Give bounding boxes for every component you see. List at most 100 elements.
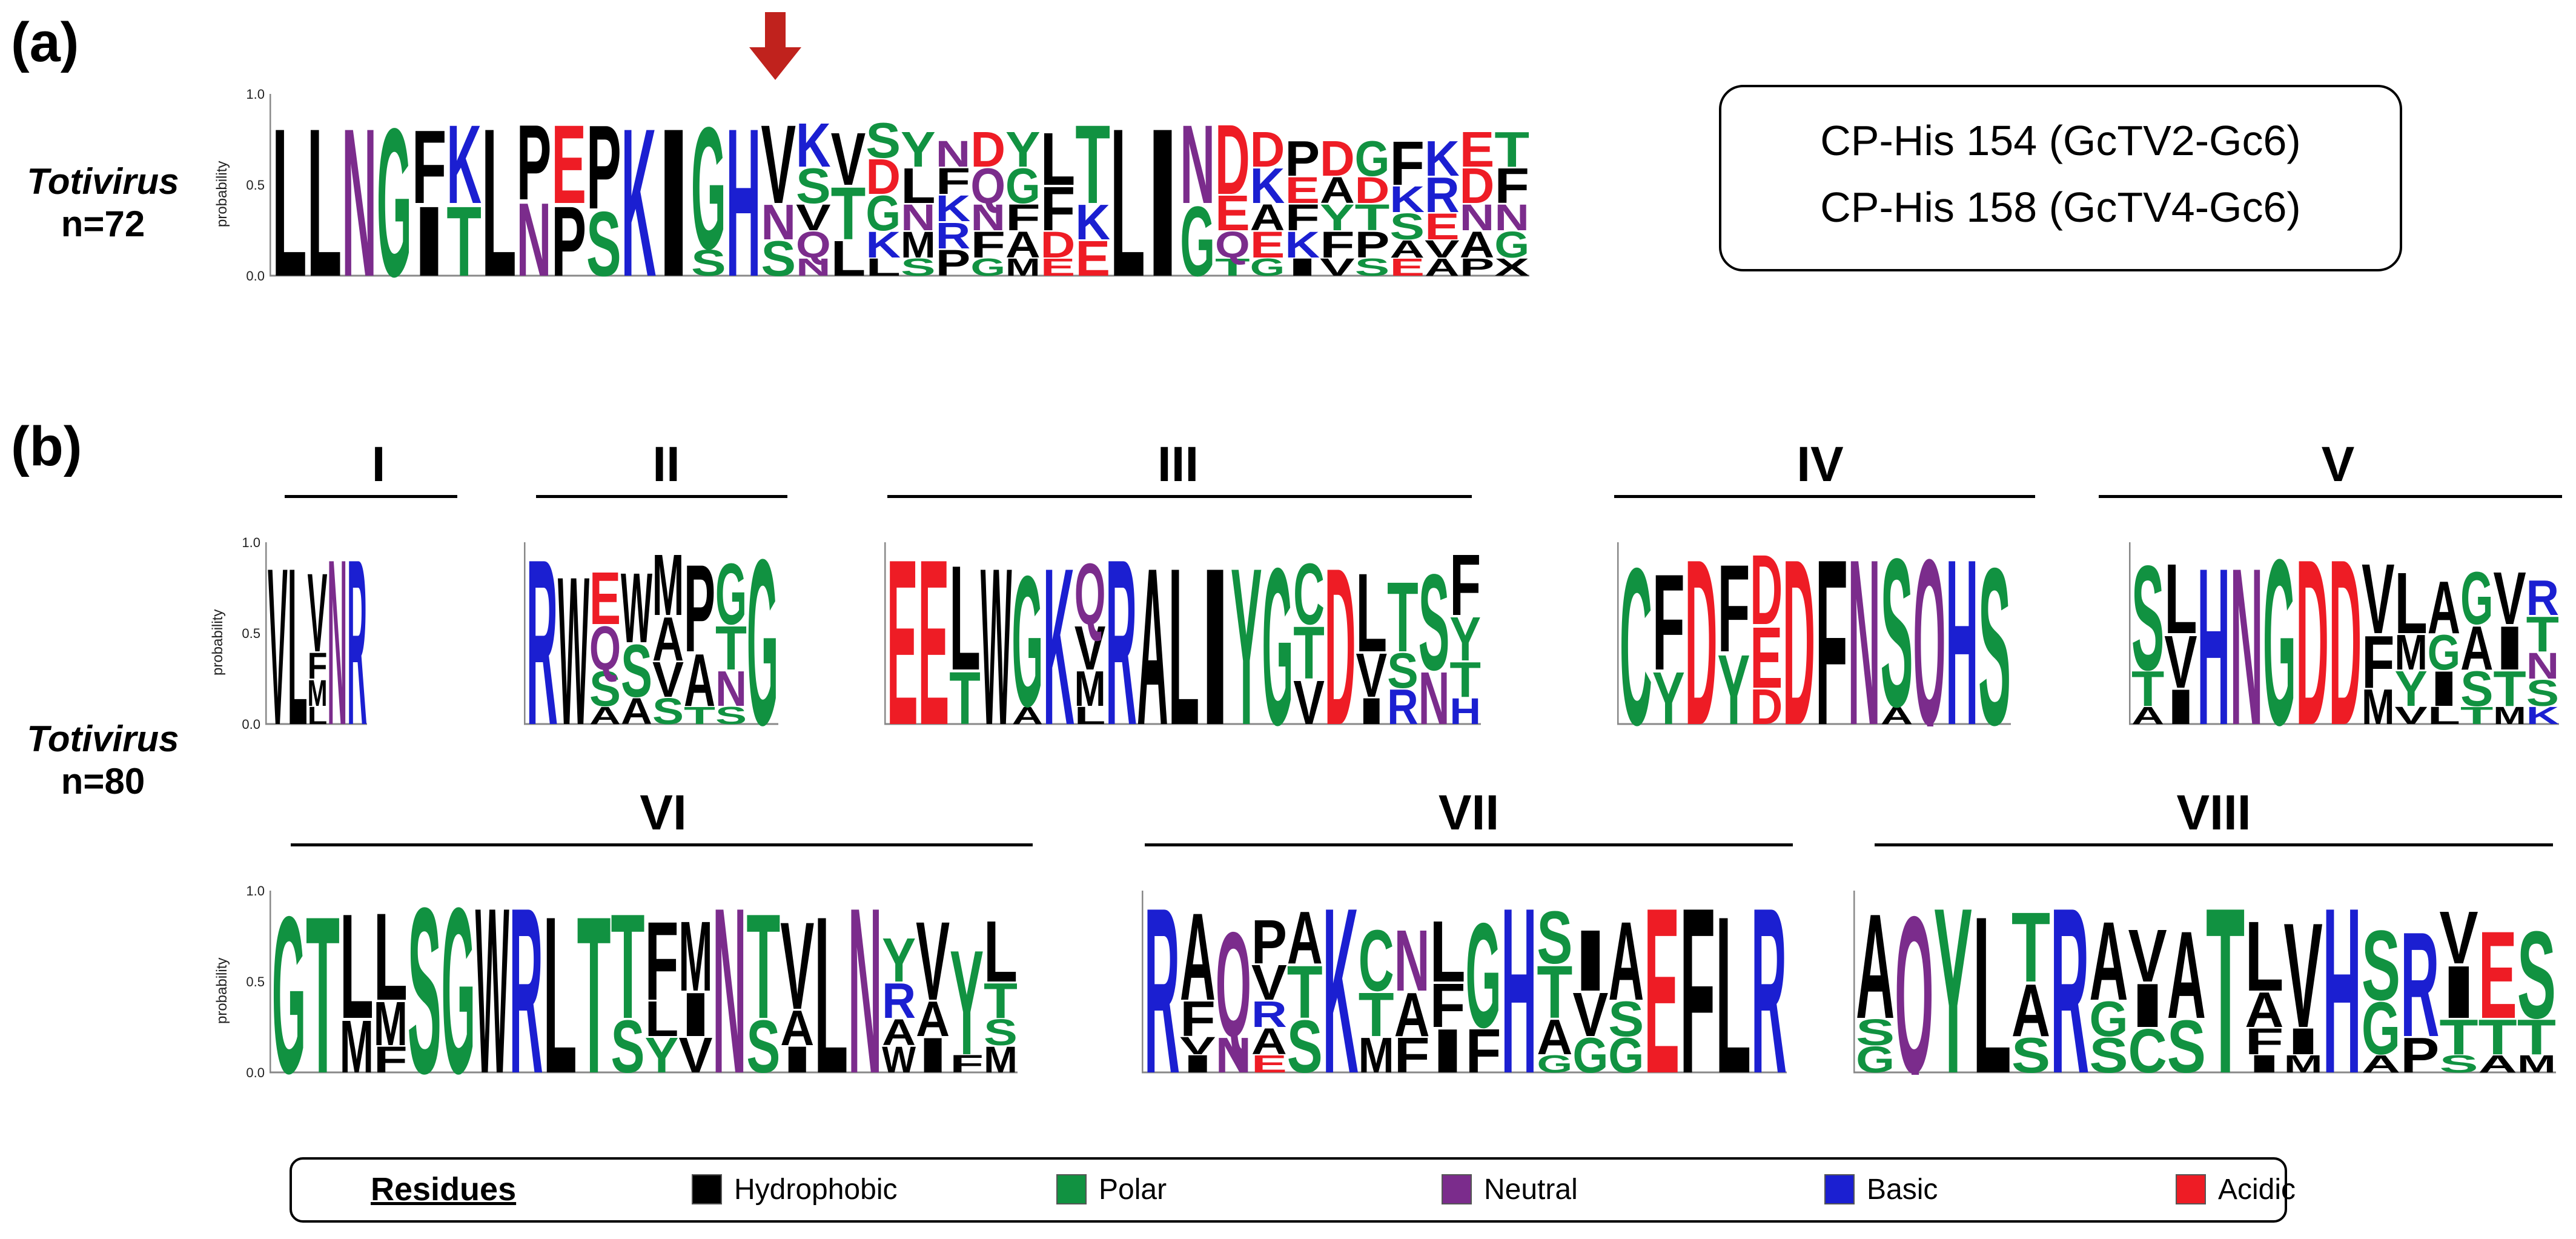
motif-VI-residue-F: F — [374, 1038, 408, 1075]
motif-III-residue-S: S — [1419, 546, 1450, 699]
panel-a-residue-K: K — [796, 111, 831, 181]
motif-VI-residue-S: S — [984, 1011, 1018, 1053]
panel-a-residue-M: M — [901, 224, 936, 265]
panel-a-count: n=72 — [61, 204, 145, 244]
panel-a-residue-S: S — [586, 193, 621, 278]
motif-VI-residue-N: N — [712, 891, 746, 1075]
motif-V-residue-D: D — [2296, 542, 2329, 726]
motif-IV-residue-D: D — [1750, 542, 1783, 645]
panel-a-residue-D: D — [866, 149, 901, 205]
panel-a-residue-T: T — [1215, 253, 1250, 278]
motif-VII-residue-A: A — [1394, 980, 1430, 1050]
panel-a-residue-T: T — [446, 185, 482, 278]
panel-a-residue-D: D — [1215, 104, 1250, 215]
motif-VI-residue-M: M — [340, 1005, 374, 1075]
motif-VIII-residue-T: T — [2478, 1009, 2517, 1065]
motif-VI-residue-M: M — [678, 900, 712, 1012]
motif-VI-residue-L: L — [984, 903, 1018, 1000]
motif-VII-residue-A: A — [1608, 898, 1644, 1024]
panel-a-residue-D: D — [1250, 122, 1285, 178]
panel-a-residue-K: K — [866, 224, 901, 265]
motif-III-residue-G: G — [1262, 542, 1294, 726]
motif-VIII-residue-S: S — [2011, 1028, 2050, 1075]
motif-I-bracket — [285, 495, 457, 498]
panel-a-residue-K: K — [446, 101, 482, 227]
motif-I-axis — [265, 542, 367, 725]
motif-V-residue-I: I — [2428, 661, 2460, 717]
motif-VII-residue-A: A — [1251, 1020, 1287, 1062]
motif-I-residue-L: L — [308, 702, 328, 726]
motif-IV-residue-H: H — [1945, 542, 1978, 726]
callout-line-2: CP-His 158 (GcTV4-Gc6) — [1820, 184, 2301, 231]
motif-VIII-residue-A: A — [2089, 898, 2128, 1024]
panel-a-residue-F: F — [1285, 196, 1320, 238]
panel-a-residue-G: G — [691, 94, 726, 278]
motif-VI-residue-T: T — [611, 891, 645, 1049]
motif-V-residue-V: V — [2362, 543, 2394, 654]
motif-VI-residue-V: V — [916, 898, 950, 1024]
panel-a-residue-N: N — [970, 196, 1005, 238]
panel-a-residue-N: N — [936, 133, 971, 174]
panel-a-residue-P: P — [936, 242, 971, 278]
motif-II-label: II — [652, 437, 680, 492]
panel-a-residue-K: K — [1389, 178, 1425, 220]
motif-VII-residue-I: I — [1430, 1017, 1466, 1075]
motif-V-residue-R: R — [2526, 570, 2559, 626]
motif-I-residue-V: V — [268, 542, 288, 726]
panel-a-residue-F: F — [1005, 196, 1041, 238]
cp-his-callout: CP-His 154 (GcTV2-Gc6) CP-His 158 (GcTV4… — [1719, 85, 2402, 271]
motif-II-axis — [524, 542, 778, 725]
legend-label-neutral: Neutral — [1484, 1174, 1578, 1206]
motif-VII-residue-E: E — [1644, 891, 1680, 1075]
motif-V-residue-T: T — [2131, 661, 2164, 717]
panel-a-residue-N: N — [1494, 196, 1529, 238]
motif-I-y-tick: 1.0 — [242, 535, 260, 550]
panel-a-residue-G: G — [1005, 158, 1041, 214]
panel-a-residue-L: L — [272, 94, 307, 278]
panel-a-residue-A: A — [1005, 224, 1041, 265]
panel-a-residue-V: V — [1425, 235, 1460, 263]
panel-a-residue-L: L — [831, 231, 866, 278]
motif-II-residue-M: M — [652, 542, 684, 634]
panel-a-residue-L: L — [482, 94, 517, 278]
panel-a-residue-V: V — [796, 196, 831, 238]
motif-I-y-tick: 0.0 — [242, 717, 260, 732]
motif-VII-bracket — [1145, 843, 1793, 846]
motif-VII-residue-V: V — [1251, 955, 1287, 1011]
motif-IV-residue-S: S — [1881, 542, 1913, 726]
motif-III-residue-T: T — [949, 656, 981, 726]
panel-a-residue-D: D — [970, 122, 1005, 178]
motif-III-residue-N: N — [1419, 656, 1450, 726]
motif-VIII-residue-T: T — [2517, 1009, 2556, 1065]
motif-III-residue-L: L — [1356, 550, 1387, 676]
motif-VII-residue-A: A — [1537, 1009, 1572, 1065]
motif-VII-residue-F: F — [1394, 1028, 1430, 1075]
panel-a-residue-S: S — [691, 242, 726, 278]
highlight-arrow-icon — [749, 12, 801, 80]
motif-VI-residue-L: L — [814, 891, 848, 1075]
motif-IV-residue-D: D — [1750, 679, 1783, 726]
legend-swatch-acidic — [2176, 1174, 2206, 1204]
motif-VIII-residue-A: A — [2011, 968, 2050, 1052]
motif-VI-y-tick: 1.0 — [246, 883, 265, 899]
motif-VIII-axis — [1853, 891, 2556, 1074]
motif-VI-residue-F: F — [950, 1050, 984, 1075]
motif-VIII-residue-Q: Q — [1895, 891, 1933, 1075]
motif-IV-residue-Y: Y — [1652, 656, 1685, 726]
panel-a-residue-E: E — [1215, 185, 1250, 241]
panel-a-residue-E: E — [1041, 253, 1076, 278]
motif-VI-residue-Y: Y — [950, 919, 984, 1075]
panel-a-residue-A: A — [1460, 224, 1495, 265]
motif-VIII-residue-E: E — [2478, 906, 2517, 1045]
motif-V-residue-M: M — [2362, 679, 2394, 726]
motif-III-residue-G: G — [1012, 542, 1044, 726]
motif-VIII-residue-C: C — [2128, 1017, 2167, 1075]
panel-a-residue-Y: Y — [1320, 196, 1355, 238]
motif-IV-residue-S: S — [1978, 542, 2011, 726]
motif-IV-residue-N: N — [1848, 542, 1881, 726]
panel-a-label: (a) — [11, 12, 79, 73]
motif-VIII-residue-I: I — [2439, 950, 2478, 1034]
panel-a-residue-S: S — [1389, 205, 1425, 247]
